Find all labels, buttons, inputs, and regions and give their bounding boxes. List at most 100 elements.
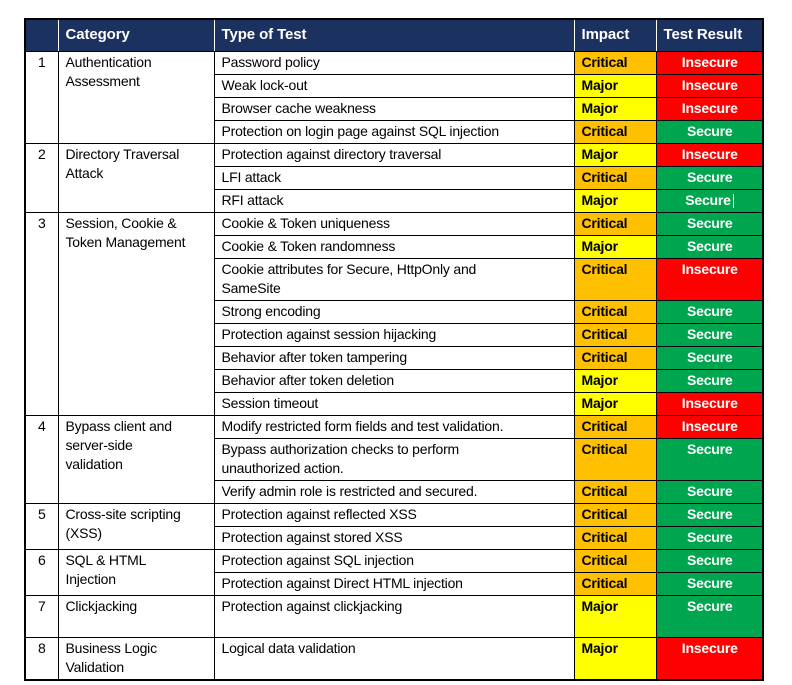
result-cell[interactable]: Insecure — [655, 50, 764, 75]
row-number-cell[interactable]: 6 — [24, 548, 59, 596]
impact-cell[interactable]: Major — [573, 234, 657, 259]
impact-cell[interactable]: Major — [573, 142, 657, 167]
category-cell[interactable]: Clickjacking — [57, 594, 215, 638]
impact-cell[interactable]: Major — [573, 73, 657, 98]
test-type-cell[interactable]: Protection against session hijacking — [213, 322, 575, 347]
result-cell[interactable]: Secure — [655, 119, 764, 144]
test-type-cell[interactable]: Modify restricted form fields and test v… — [213, 414, 575, 439]
result-cell[interactable]: Insecure — [655, 96, 764, 121]
impact-cell[interactable]: Critical — [573, 502, 657, 527]
category-cell[interactable]: Cross-site scripting (XSS) — [57, 502, 215, 550]
result-cell[interactable]: Insecure — [655, 142, 764, 167]
category-cell[interactable]: Business Logic Validation — [57, 636, 215, 680]
impact-cell[interactable]: Major — [573, 96, 657, 121]
impact-cell[interactable]: Critical — [573, 414, 657, 439]
impact-cell[interactable]: Critical — [573, 257, 657, 301]
result-cell[interactable]: Secure — [655, 368, 764, 393]
result-cell[interactable]: Secure — [655, 188, 764, 213]
test-type-cell[interactable]: Cookie & Token uniqueness — [213, 211, 575, 236]
impact-cell[interactable]: Critical — [573, 479, 657, 504]
category-cell[interactable]: Directory Traversal Attack — [57, 142, 215, 213]
result-cell[interactable]: Secure — [655, 594, 764, 638]
impact-cell[interactable]: Critical — [573, 437, 657, 481]
impact-cell[interactable]: Critical — [573, 165, 657, 190]
header-cell-category[interactable]: Category — [57, 19, 214, 52]
impact-cell[interactable]: Critical — [573, 211, 657, 236]
header-cell-number[interactable] — [25, 19, 58, 52]
result-cell[interactable]: Secure — [655, 322, 764, 347]
result-cell[interactable]: Secure — [655, 548, 764, 573]
impact-cell[interactable]: Major — [573, 594, 657, 638]
impact-cell[interactable]: Major — [573, 391, 657, 416]
impact-cell[interactable]: Major — [573, 368, 657, 393]
test-type-cell[interactable]: Protection against stored XSS — [213, 525, 575, 550]
table-row: 4 Bypass client and server-side validatio… — [24, 414, 764, 504]
result-cell[interactable]: Secure — [655, 345, 764, 370]
impact-cell[interactable]: Critical — [573, 322, 657, 347]
result-cell[interactable]: Secure — [655, 165, 764, 190]
impact-cell[interactable]: Critical — [573, 50, 657, 75]
result-cell[interactable]: Secure — [655, 211, 764, 236]
test-type-cell[interactable]: Protection against SQL injection — [213, 548, 575, 573]
header-cell-impact[interactable]: Impact — [573, 19, 656, 52]
result-cell[interactable]: Secure — [655, 479, 764, 504]
result-cell[interactable]: Secure — [655, 437, 764, 481]
test-type-cell[interactable]: Protection against reflected XSS — [213, 502, 575, 527]
impact-cell[interactable]: Critical — [573, 548, 657, 573]
test-type-cell[interactable]: Protection against directory traversal — [213, 142, 575, 167]
result-cell[interactable]: Insecure — [655, 257, 764, 301]
test-type-cell[interactable]: RFI attack — [213, 188, 575, 213]
test-type-cell[interactable]: Browser cache weakness — [213, 96, 575, 121]
test-type-cell[interactable]: Cookie & Token randomness — [213, 234, 575, 259]
category-cell[interactable]: Session, Cookie & Token Management — [57, 211, 215, 416]
header-cell-type-of-test[interactable]: Type of Test — [213, 19, 574, 52]
result-label: Secure — [687, 440, 733, 457]
row-number-cell[interactable]: 4 — [24, 414, 59, 504]
test-type-cell[interactable]: Protection against clickjacking — [213, 594, 575, 638]
impact-cell[interactable]: Major — [573, 636, 657, 680]
row-number-cell[interactable]: 8 — [24, 636, 59, 680]
result-cell[interactable]: Secure — [655, 525, 764, 550]
test-type-cell[interactable]: LFI attack — [213, 165, 575, 190]
category-cell[interactable]: SQL & HTML Injection — [57, 548, 215, 596]
category-cell[interactable]: Authentication Assessment — [57, 50, 215, 144]
result-cell[interactable]: Secure — [655, 234, 764, 259]
test-type-cell[interactable]: Behavior after token tampering — [213, 345, 575, 370]
row-number-cell[interactable]: 5 — [24, 502, 59, 550]
result-cell[interactable]: Secure — [655, 571, 764, 596]
test-type-cell[interactable]: Protection against Direct HTML injection — [213, 571, 575, 596]
header-cell-test-result[interactable]: Test Result — [655, 19, 763, 52]
result-cell[interactable]: Secure — [655, 502, 764, 527]
test-type-cell[interactable]: Cookie attributes for Secure, HttpOnly a… — [213, 257, 575, 301]
test-type-cell[interactable]: Logical data validation — [213, 636, 575, 680]
row-number-cell[interactable]: 1 — [24, 50, 59, 144]
table-row: 8 Business Logic Validation Logical data v… — [24, 636, 764, 680]
impact-cell[interactable]: Critical — [573, 299, 657, 324]
impact-cell[interactable]: Critical — [573, 119, 657, 144]
row-number-cell[interactable]: 7 — [24, 594, 59, 638]
table-row: 3 Session, Cookie & Token Management Cooki… — [24, 211, 764, 416]
test-type-cell[interactable]: Verify admin role is restricted and secu… — [213, 479, 575, 504]
test-type-cell[interactable]: Behavior after token deletion — [213, 368, 575, 393]
impact-cell[interactable]: Critical — [573, 571, 657, 596]
result-cell[interactable]: Insecure — [655, 391, 764, 416]
result-cell[interactable]: Insecure — [655, 636, 764, 680]
result-cell[interactable]: Secure — [655, 299, 764, 324]
row-number-cell[interactable]: 3 — [24, 211, 59, 416]
table-row: LFI attack Critical Secure — [25, 165, 764, 190]
test-type-cell[interactable]: Bypass authorization checks to perform u… — [213, 437, 575, 481]
category-cell[interactable]: Bypass client and server-side validation — [57, 414, 215, 504]
test-type-cell[interactable]: Protection on login page against SQL inj… — [213, 119, 575, 144]
test-type-cell[interactable]: Password policy — [213, 50, 575, 75]
table-body: 1 Authentication Assessment Password polic… — [24, 50, 764, 680]
test-type-cell[interactable]: Strong encoding — [213, 299, 575, 324]
test-type-cell[interactable]: Session timeout — [213, 391, 575, 416]
result-cell[interactable]: Insecure — [655, 414, 764, 439]
impact-cell[interactable]: Critical — [573, 345, 657, 370]
test-type-cell[interactable]: Weak lock-out — [213, 73, 575, 98]
row-number-cell[interactable]: 2 — [24, 142, 59, 213]
impact-cell[interactable]: Critical — [573, 525, 657, 550]
result-cell[interactable]: Insecure — [655, 73, 764, 98]
table-row: Protection against session hijacking Crit… — [25, 322, 764, 347]
impact-cell[interactable]: Major — [573, 188, 657, 213]
